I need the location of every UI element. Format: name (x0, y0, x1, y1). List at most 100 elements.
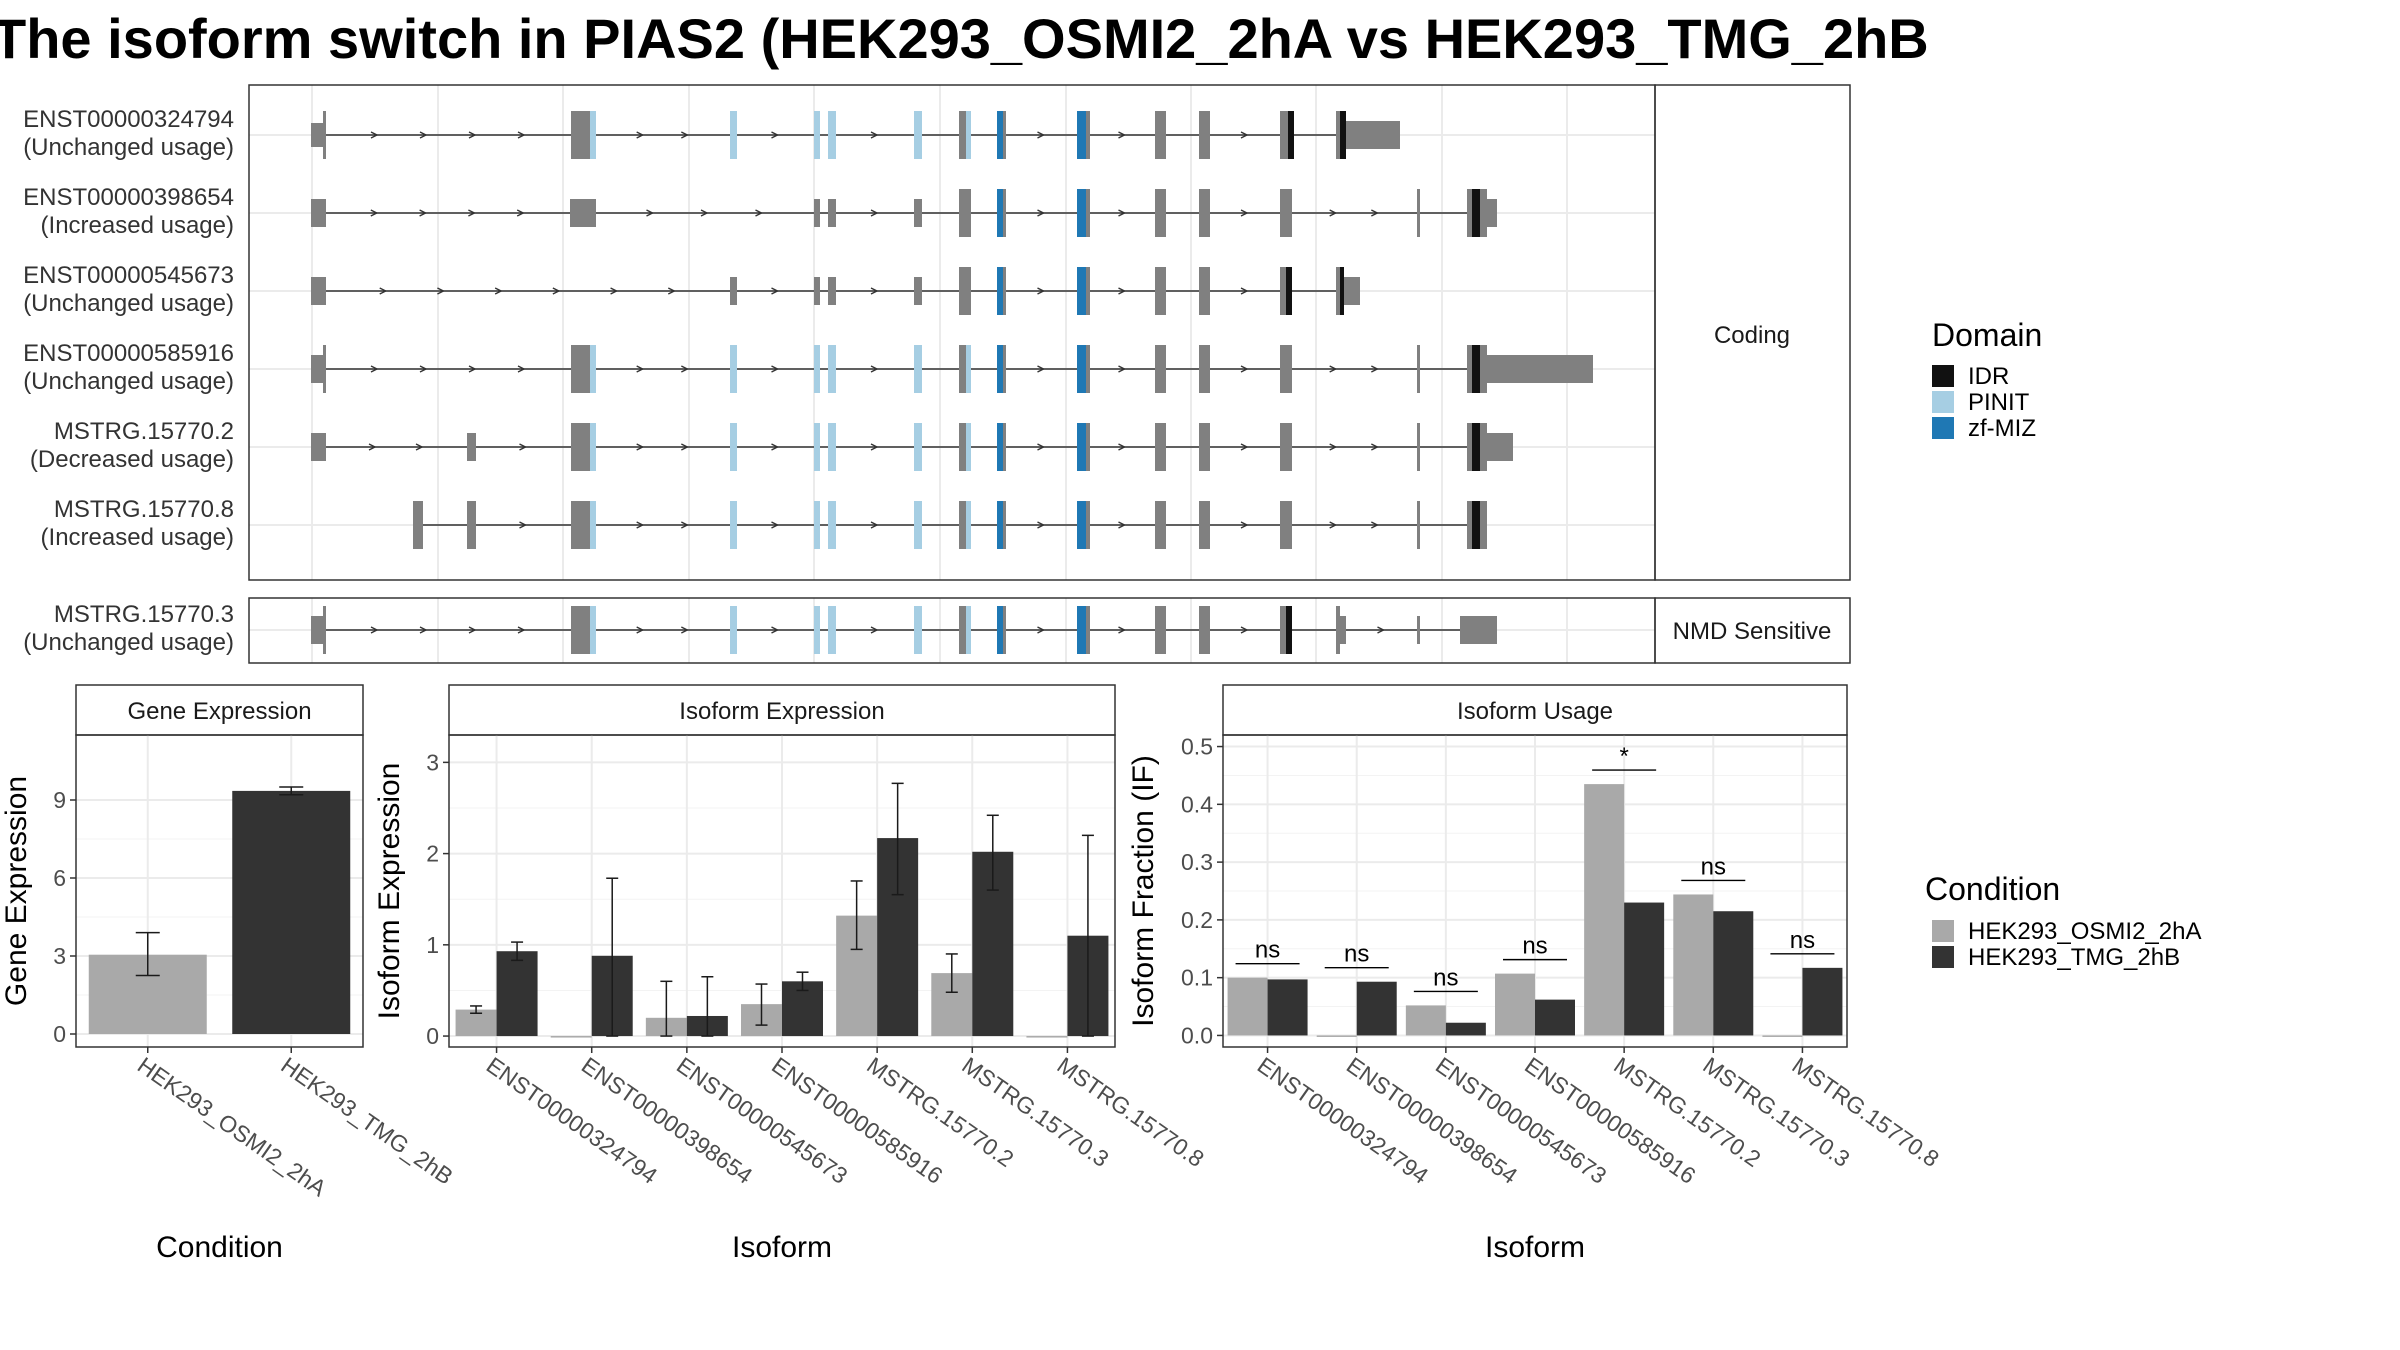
pinit-domain (914, 606, 922, 654)
coding-exon (1280, 111, 1288, 159)
zf-miz-domain (997, 423, 1003, 471)
strand-arrow (1037, 443, 1046, 451)
coding-exon (1003, 189, 1006, 237)
coding-exon (1086, 606, 1090, 654)
y-tick-label: 0 (53, 1021, 66, 1047)
coding-exon (1336, 267, 1340, 315)
transcript-id-label: ENST00000324794 (23, 106, 234, 133)
coding-exon (467, 501, 476, 549)
zf-miz-domain (1077, 606, 1086, 654)
legend-title: Domain (1932, 317, 2042, 353)
strand-arrow (681, 443, 689, 451)
coding-exon (1199, 267, 1210, 315)
strand-arrow (1371, 443, 1379, 451)
y-tick-label: 1 (426, 932, 439, 958)
utr-exon (413, 501, 423, 549)
panel-border (448, 734, 1116, 1048)
bar (1762, 1035, 1803, 1037)
bar (1267, 979, 1308, 1036)
significance-label: * (1619, 743, 1628, 770)
utr-exon (311, 355, 326, 383)
coding-exon (814, 199, 820, 227)
coding-exon (1280, 267, 1286, 315)
idr-domain (1340, 111, 1346, 159)
coding-exon (1155, 423, 1166, 471)
coding-exon (1199, 423, 1210, 471)
strand-arrow (1371, 521, 1379, 529)
pinit-domain (590, 501, 596, 549)
strand-arrow (1118, 209, 1127, 217)
transcript-id-label: ENST00000545673 (23, 262, 234, 289)
significance-label: ns (1433, 964, 1458, 991)
significance-label: ns (1790, 927, 1815, 954)
coding-exon (1155, 606, 1166, 654)
significance-label: ns (1522, 933, 1547, 960)
zf-miz-domain (997, 501, 1003, 549)
bar (1624, 902, 1665, 1036)
panel-title: Isoform Expression (679, 698, 884, 725)
bar (1445, 1022, 1486, 1036)
strand-arrow (667, 287, 676, 295)
coding-exon (959, 267, 964, 315)
utr-exon (1460, 616, 1497, 644)
strand-arrow (681, 365, 689, 373)
strand-arrow (771, 287, 780, 295)
strand-arrow (437, 287, 445, 295)
y-tick-label: 3 (53, 943, 66, 969)
strand-arrow (771, 626, 780, 634)
bar (1026, 1036, 1068, 1038)
strand-arrow (1240, 365, 1249, 373)
idr-domain (1472, 189, 1480, 237)
isoform-expression-panel: Isoform Expression0123ENST00000324794ENS… (373, 684, 1209, 1264)
coding-exon (914, 277, 922, 305)
legend-label: IDR (1968, 363, 2009, 390)
strand-arrow (681, 626, 689, 634)
utr-exon (311, 433, 326, 461)
x-tick-label: ENST00000585916 (767, 1052, 947, 1189)
coding-exon (959, 423, 966, 471)
strand-arrow (1118, 626, 1127, 634)
coding-exon (1417, 345, 1420, 393)
zf-miz-domain (1077, 111, 1086, 159)
y-axis-title: Isoform Fraction (IF) (1127, 755, 1160, 1027)
pinit-domain (914, 345, 922, 393)
strand-arrow (370, 209, 379, 217)
y-tick-label: 0 (426, 1023, 439, 1049)
panel-strip (1222, 684, 1848, 736)
transcript-usage-label: (Decreased usage) (30, 446, 234, 473)
zf-miz-domain (997, 606, 1003, 654)
coding-exon (959, 111, 966, 159)
strand-arrow (517, 365, 526, 373)
coding-exon (1003, 606, 1006, 654)
legend-swatch (1932, 365, 1954, 387)
panel-strip (75, 684, 364, 736)
x-axis-title: Isoform (732, 1231, 832, 1264)
pinit-domain (914, 111, 922, 159)
coding-exon (1467, 189, 1472, 237)
strand-arrow (1037, 521, 1046, 529)
coding-exon (1280, 345, 1292, 393)
strand-arrow (370, 365, 379, 373)
pinit-domain (914, 501, 922, 549)
strand-arrow (552, 287, 561, 295)
y-tick-label: 0.5 (1181, 734, 1213, 760)
strand-arrow (870, 626, 879, 634)
strand-arrow (1240, 131, 1249, 139)
utr-exon (311, 277, 326, 305)
coding-exon (1003, 345, 1006, 393)
pinit-domain (730, 345, 737, 393)
coding-exon (1480, 423, 1487, 471)
x-tick-label: ENST00000545673 (672, 1052, 852, 1189)
pinit-domain (828, 423, 836, 471)
panel-title: Gene Expression (127, 698, 311, 725)
y-tick-label: 6 (53, 865, 66, 891)
zf-miz-domain (1077, 267, 1086, 315)
legend-label: PINIT (1968, 389, 2030, 416)
transcript-usage-label: (Increased usage) (41, 524, 234, 551)
pinit-domain (814, 606, 820, 654)
significance-label: ns (1701, 853, 1726, 880)
coding-exon (1417, 616, 1420, 644)
zf-miz-domain (997, 345, 1003, 393)
